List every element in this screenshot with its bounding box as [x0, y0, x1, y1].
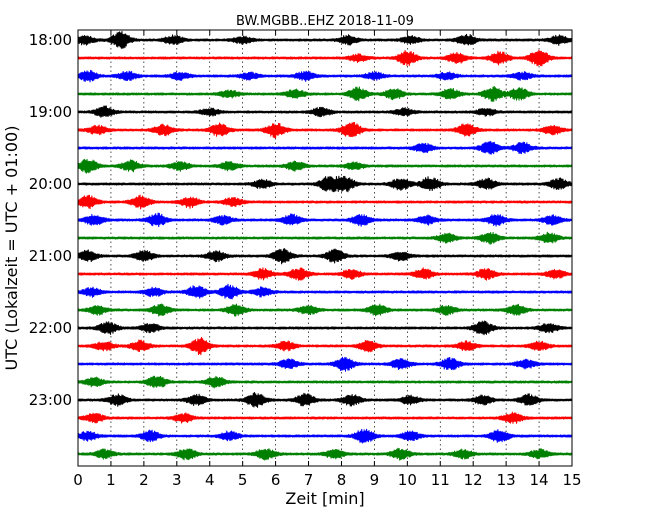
- x-tick-label: 12: [464, 471, 483, 489]
- trace-row: [77, 336, 573, 356]
- trace-row: [77, 86, 573, 102]
- trace-row: [77, 175, 573, 193]
- x-tick-label: 6: [271, 471, 281, 489]
- trace-row: [77, 248, 573, 265]
- trace-row: [77, 303, 573, 317]
- trace-row: [77, 320, 573, 336]
- trace-row: [77, 105, 573, 118]
- x-tick-label: 9: [370, 471, 380, 489]
- x-tick-label: 0: [73, 471, 83, 489]
- trace-row: [77, 69, 573, 83]
- trace-row: [77, 411, 573, 424]
- x-tick-label: 7: [304, 471, 314, 489]
- x-tick-label: 8: [337, 471, 347, 489]
- x-tick-label: 10: [398, 471, 417, 489]
- chart-title: BW.MGBB..EHZ 2018-11-09: [236, 14, 414, 29]
- trace-row: [77, 140, 573, 155]
- trace-row: [77, 194, 573, 210]
- x-tick-label: 3: [172, 471, 182, 489]
- trace-row: [77, 447, 573, 461]
- x-tick-label: 15: [562, 471, 581, 489]
- x-axis: 0 1 2 3 4 5 6 7 8 9 10 11 12 13 14 15: [73, 30, 582, 489]
- vertical-grid: [110, 30, 540, 466]
- x-tick-label: 14: [530, 471, 549, 489]
- y-tick-label: 23:00: [29, 391, 72, 409]
- trace-row: [77, 121, 573, 139]
- x-tick-label: 5: [238, 471, 248, 489]
- x-tick-label: 1: [106, 471, 116, 489]
- trace-row: [77, 158, 573, 174]
- y-axis: 18:00 19:00 20:00 21:00 22:00 23:00: [29, 31, 572, 409]
- x-tick-label: 4: [205, 471, 215, 489]
- x-tick-label: 13: [497, 471, 516, 489]
- trace-row: [77, 231, 573, 245]
- trace-row: [77, 49, 573, 67]
- trace-row: [77, 267, 573, 281]
- y-tick-label: 19:00: [29, 103, 72, 121]
- plot-frame: [77, 29, 573, 467]
- trace-row: [77, 283, 573, 300]
- trace-row: [77, 356, 573, 372]
- y-tick-label: 21:00: [29, 247, 72, 265]
- traces: [77, 31, 573, 461]
- y-tick-label: 20:00: [29, 175, 72, 193]
- y-axis-label: UTC (Lokalzeit = UTC + 01:00): [2, 126, 21, 371]
- x-tick-label: 2: [139, 471, 149, 489]
- trace-row: [77, 31, 573, 49]
- x-tick-label: 11: [431, 471, 450, 489]
- trace-row: [77, 428, 573, 444]
- x-axis-label: Zeit [min]: [285, 489, 364, 508]
- trace-row: [77, 212, 573, 228]
- trace-row: [77, 375, 573, 389]
- y-tick-label: 22:00: [29, 319, 72, 337]
- trace-row: [77, 391, 573, 408]
- y-tick-label: 18:00: [29, 31, 72, 49]
